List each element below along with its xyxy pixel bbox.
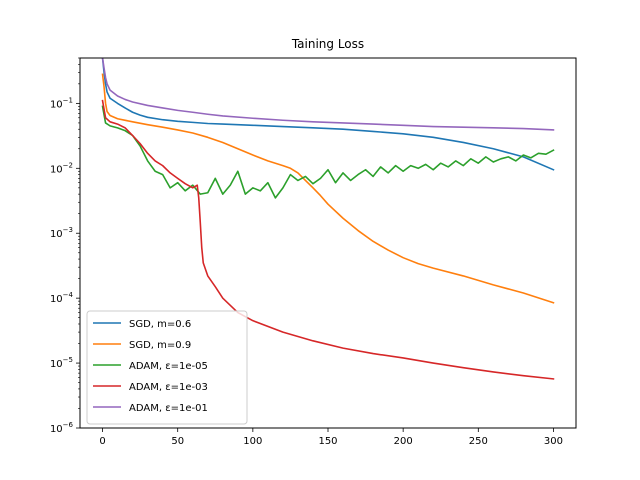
legend-box [86,310,248,425]
plot-frame [79,57,577,429]
chart-title: Taining Loss [291,37,364,51]
x-tick-label: 150 [318,436,337,447]
legend-label: ADAM, ε=1e-05 [129,361,208,372]
x-tick-label: 300 [544,436,563,447]
y-tick-label: 10−3 [50,226,73,240]
x-tick-label: 100 [243,436,262,447]
y-tick-label: 10−4 [50,291,74,305]
y-tick-label: 10−2 [50,161,73,175]
x-tick-label: 200 [394,436,413,447]
legend-label: SGD, m=0.6 [129,319,191,330]
x-tick-label: 250 [469,436,488,447]
y-axis-ticks: 10−6 10−5 10−4 10−3 10−2 10−1 [50,57,80,435]
y-tick-label: 10−1 [50,96,73,110]
series-line-2 [101,73,555,304]
legend-label: SGD, m=0.9 [129,340,191,351]
x-tick-label: 50 [171,436,184,447]
series-line-4 [101,99,555,380]
y-tick-label: 10−6 [50,421,74,435]
legend-label: ADAM, ε=1e-03 [129,382,208,393]
x-axis-ticks: 0 50 100 150 200 250 300 [99,428,563,447]
legend-label: ADAM, ε=1e-01 [129,403,208,414]
series-line-5 [101,58,555,131]
series-line-3 [101,105,555,199]
plot-lines [101,58,555,380]
y-tick-label: 10−5 [50,356,73,370]
legend: SGD, m=0.6 SGD, m=0.9 ADAM, ε=1e-05 ADAM, ε… [86,310,248,425]
x-tick-label: 0 [99,436,105,447]
series-line-1 [101,58,555,171]
